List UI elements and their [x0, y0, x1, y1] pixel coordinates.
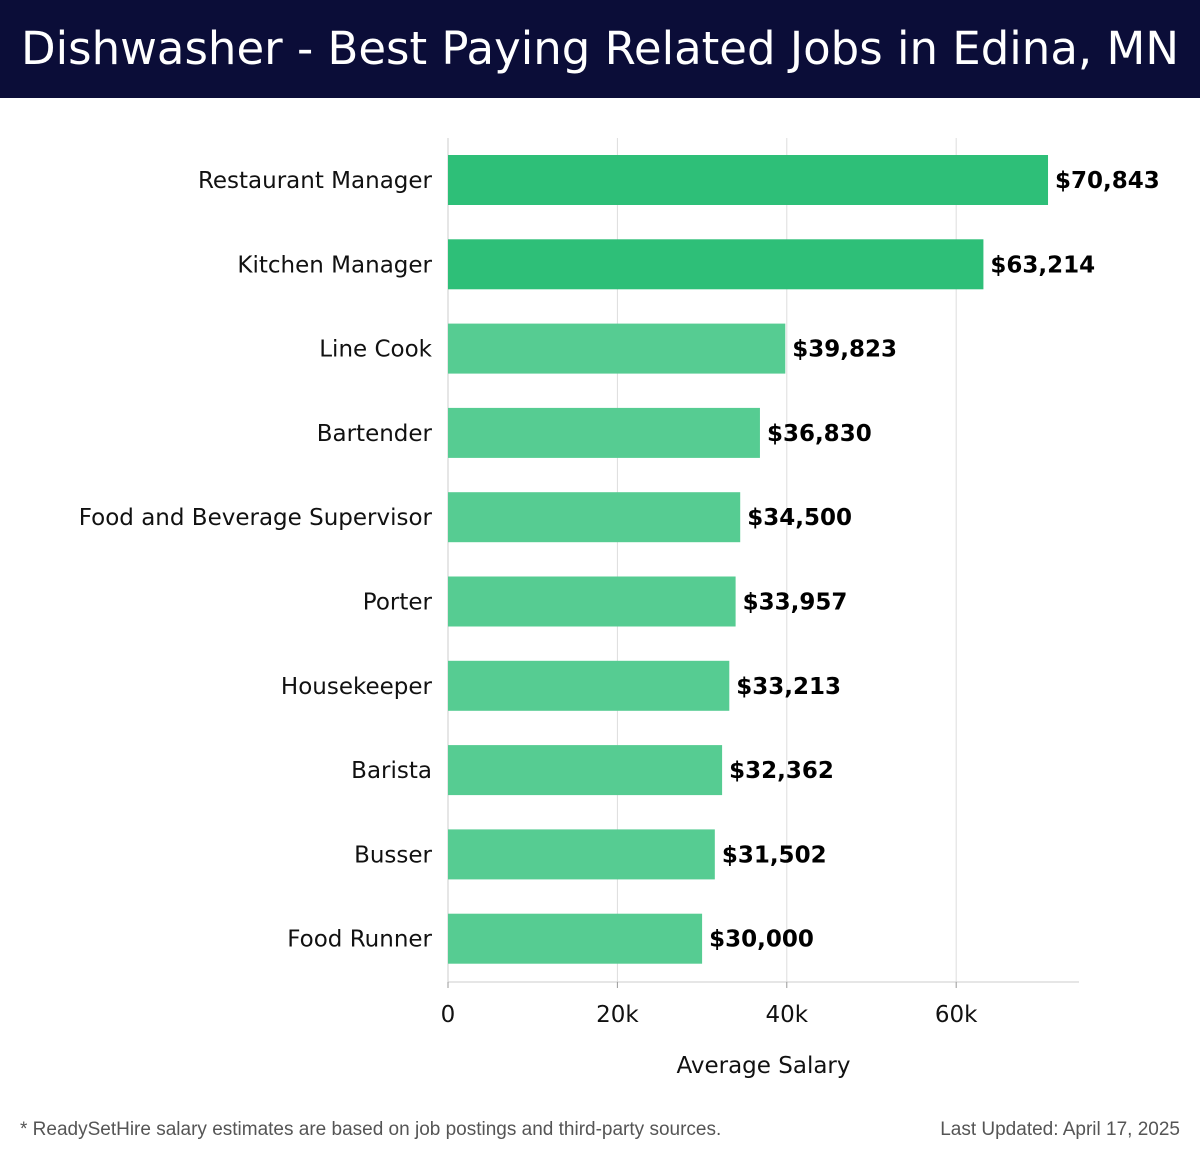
- category-label: Food and Beverage Supervisor: [79, 505, 433, 531]
- x-axis: 0 20k 40k 60k Average Salary: [441, 981, 1079, 1079]
- bar: [448, 239, 984, 290]
- category-label: Barista: [351, 758, 432, 784]
- category-label: Housekeeper: [281, 674, 433, 700]
- bar: [448, 407, 760, 458]
- salary-bar-chart: Restaurant Manager $70,843 Kitchen Manager…: [79, 138, 1160, 1079]
- x-tick-label: 20k: [596, 1002, 639, 1028]
- x-tick-label: 0: [441, 1002, 456, 1028]
- bar: [448, 492, 741, 543]
- bar: [448, 660, 730, 711]
- footer-updated: Last Updated: April 17, 2025: [940, 1119, 1180, 1140]
- category-label: Busser: [354, 842, 432, 868]
- value-label: $32,362: [729, 758, 834, 784]
- bar: [448, 155, 1049, 205]
- x-tick-label: 40k: [765, 1002, 808, 1028]
- value-label: $31,502: [722, 842, 827, 868]
- labels: Restaurant Manager $70,843 Kitchen Manager…: [79, 168, 1160, 953]
- bar: [448, 829, 715, 880]
- bar: [448, 913, 703, 964]
- bar: [448, 576, 736, 627]
- value-label: $36,830: [767, 421, 872, 447]
- value-label: $33,957: [743, 590, 848, 616]
- footer-note: * ReadySetHire salary estimates are base…: [20, 1119, 722, 1140]
- category-label: Kitchen Manager: [237, 252, 432, 278]
- page-title: Dishwasher - Best Paying Related Jobs in…: [20, 22, 1179, 75]
- value-label: $39,823: [792, 337, 897, 363]
- bars: [448, 155, 1049, 964]
- category-label: Porter: [363, 590, 433, 616]
- category-label: Line Cook: [319, 337, 432, 363]
- value-label: $33,213: [736, 674, 841, 700]
- category-label: Restaurant Manager: [198, 168, 433, 194]
- bar: [448, 745, 723, 796]
- category-label: Bartender: [317, 421, 433, 447]
- value-label: $34,500: [747, 505, 852, 531]
- value-label: $63,214: [990, 252, 1095, 278]
- value-label: $30,000: [709, 927, 814, 953]
- header-bar: Dishwasher - Best Paying Related Jobs in…: [0, 0, 1200, 98]
- x-tick-label: 60k: [935, 1002, 978, 1028]
- category-label: Food Runner: [287, 927, 432, 953]
- bar: [448, 323, 786, 374]
- x-axis-title: Average Salary: [676, 1053, 850, 1079]
- value-label: $70,843: [1055, 168, 1160, 194]
